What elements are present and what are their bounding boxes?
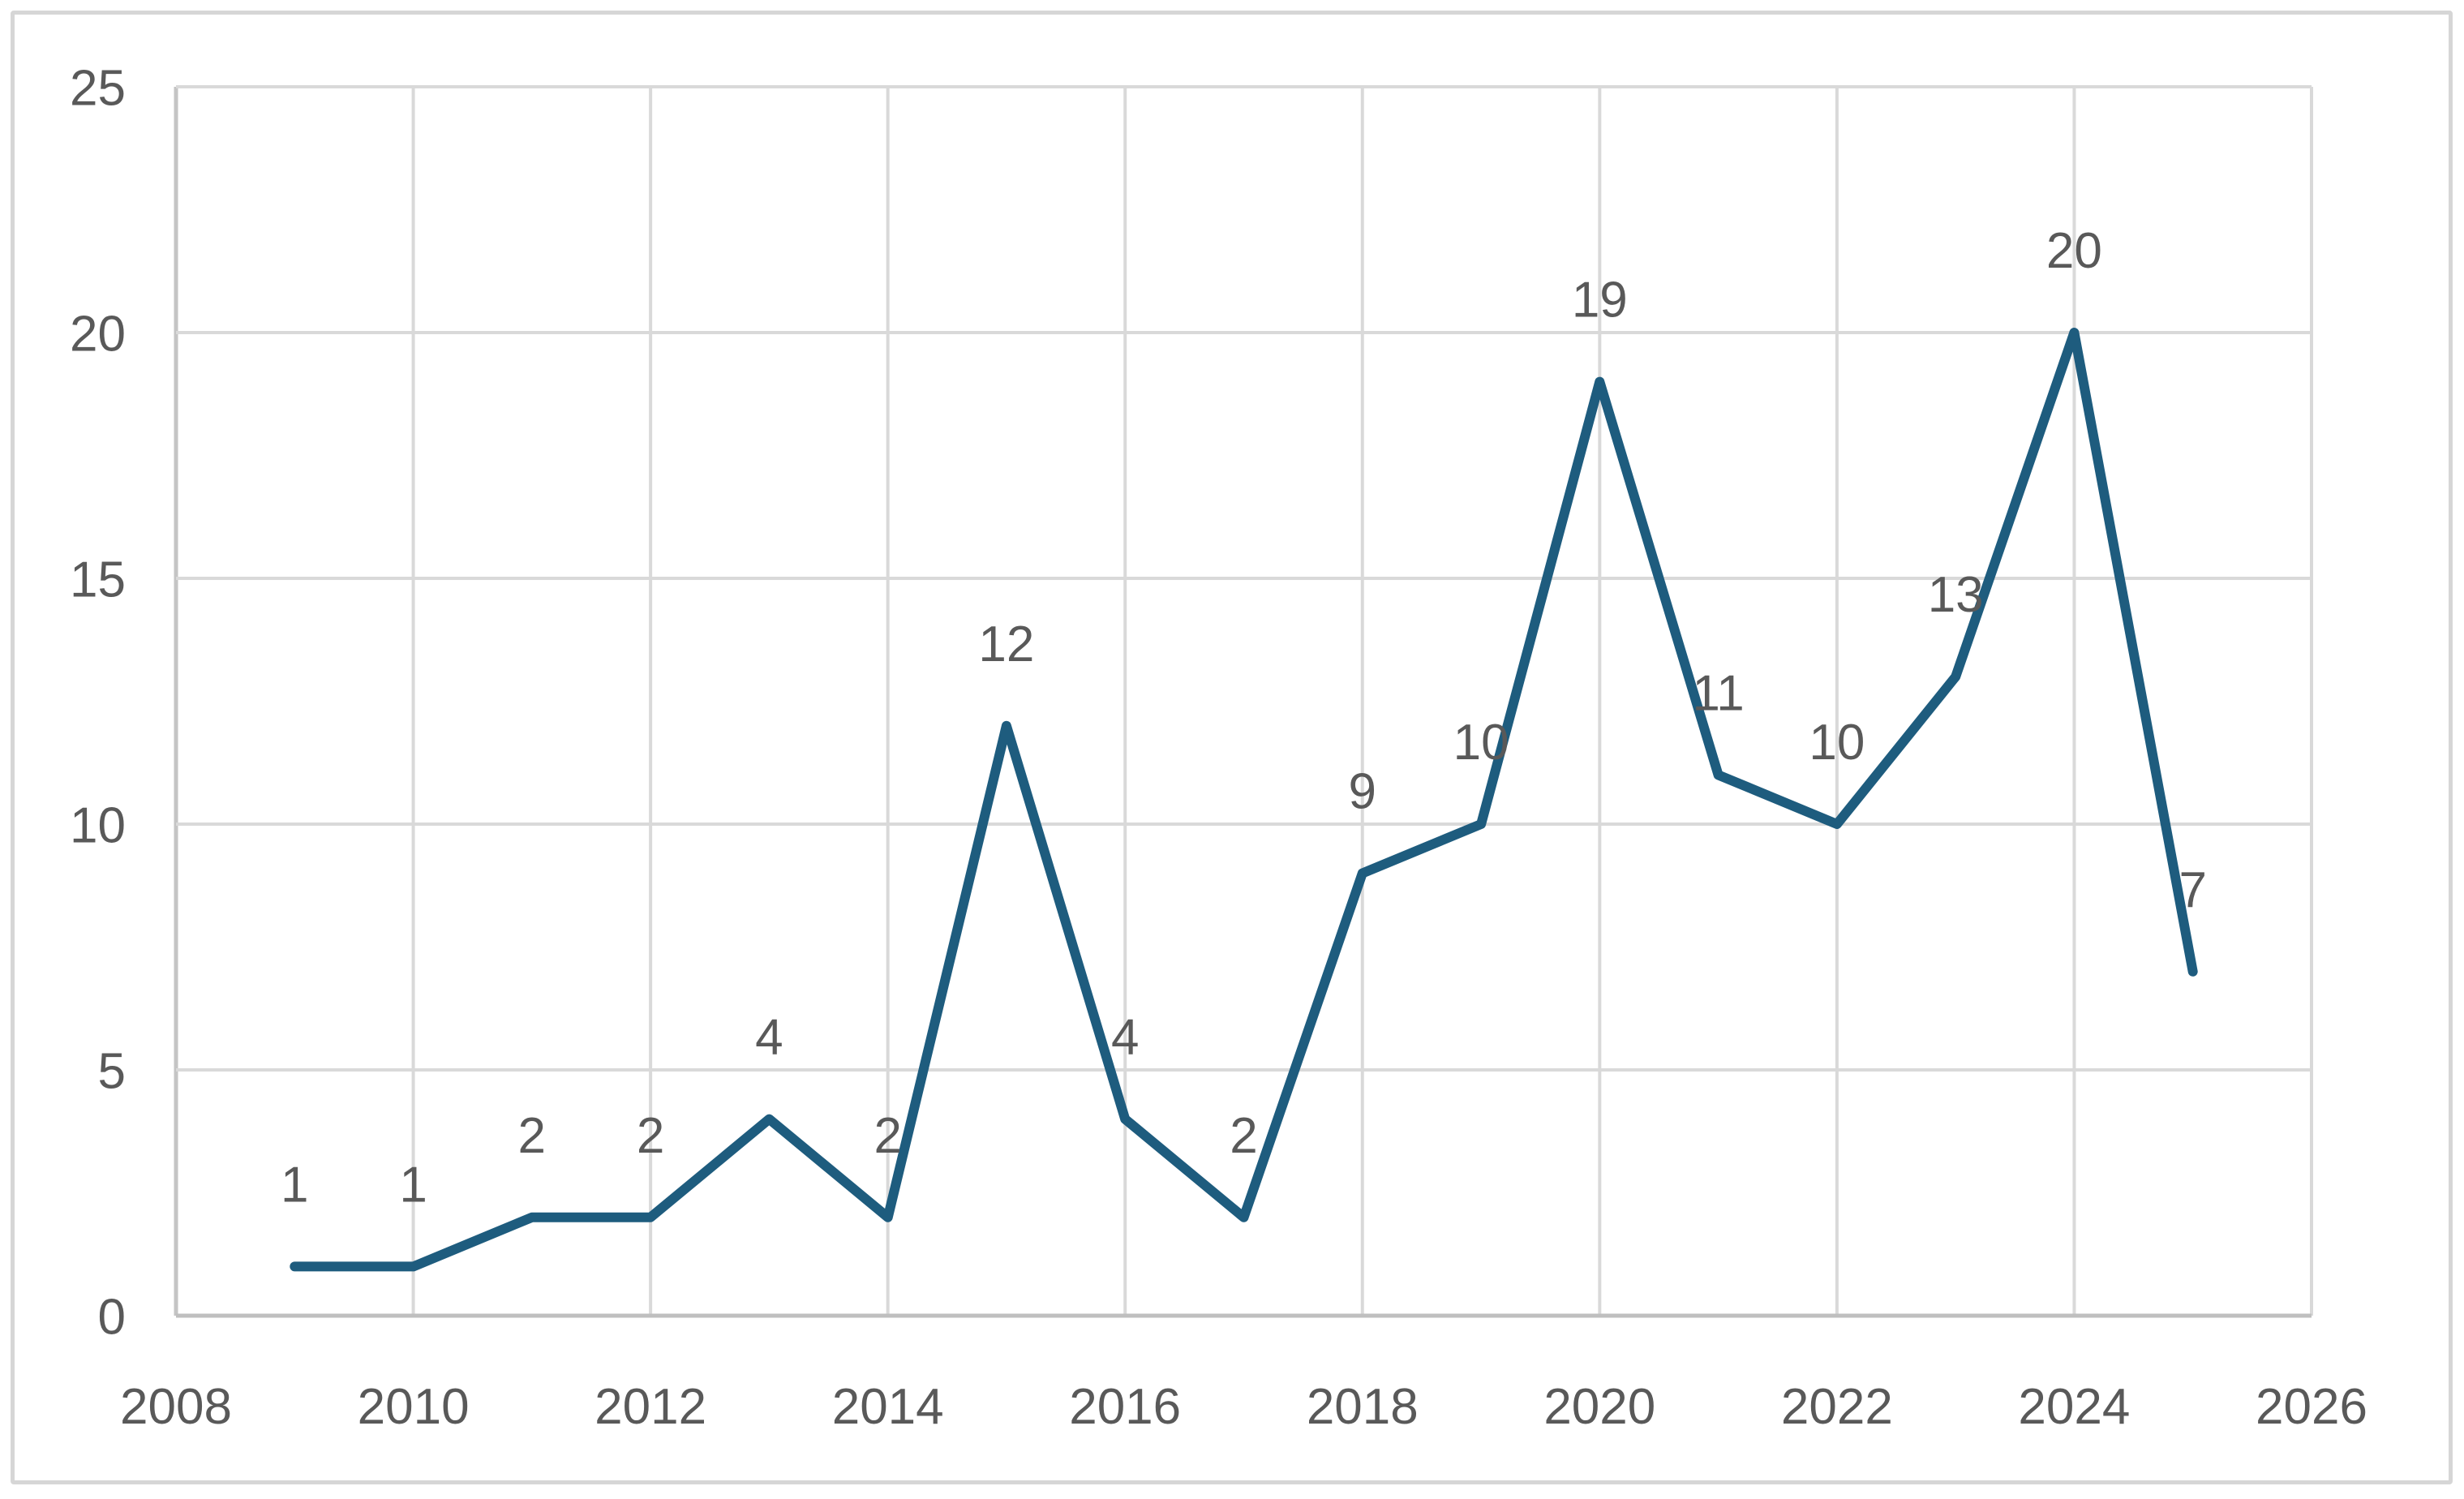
- y-axis-tick-label: 10: [70, 797, 126, 853]
- x-axis-tick-label: 2016: [1069, 1379, 1181, 1435]
- chart-frame: [11, 11, 2453, 1484]
- data-label: 19: [1572, 273, 1628, 329]
- series-line: [290, 328, 2198, 1272]
- data-label: 13: [1928, 567, 1984, 623]
- y-axis-tick-label: 20: [70, 306, 126, 362]
- y-axis-tick-label: 25: [70, 60, 126, 116]
- data-label: 20: [2046, 223, 2102, 279]
- series-group: [290, 328, 2198, 1272]
- data-label: 2: [874, 1108, 901, 1164]
- data-label: 4: [755, 1010, 783, 1066]
- x-axis-tick-label: 2012: [595, 1379, 706, 1435]
- x-axis-tick-label: 2010: [358, 1379, 470, 1435]
- data-label: 10: [1809, 715, 1865, 771]
- data-label: 7: [2179, 862, 2206, 918]
- data-label: 12: [978, 616, 1034, 672]
- data-label: 1: [399, 1157, 427, 1213]
- data-label: 11: [1692, 665, 1744, 721]
- x-axis-tick-label: 2026: [2256, 1379, 2367, 1435]
- gridlines: [174, 85, 2313, 1316]
- x-axis-tick-label: 2008: [120, 1379, 232, 1435]
- x-axis-tick-label: 2022: [1781, 1379, 1893, 1435]
- data-label: 10: [1453, 715, 1509, 771]
- y-axis-tick-label: 0: [98, 1289, 126, 1345]
- y-axis-tick-label: 5: [98, 1043, 126, 1099]
- x-axis-tick-label: 2014: [832, 1379, 944, 1435]
- x-axis-tick-label: 2020: [1543, 1379, 1655, 1435]
- x-axis-tick-label: 2024: [2018, 1379, 2130, 1435]
- data-label: 2: [518, 1108, 546, 1164]
- data-label: 1: [281, 1157, 308, 1213]
- data-label: 2: [637, 1108, 664, 1164]
- data-label: 4: [1111, 1010, 1139, 1066]
- x-axis-tick-label: 2018: [1307, 1379, 1419, 1435]
- y-axis-tick-label: 15: [70, 552, 126, 608]
- data-label: 9: [1349, 764, 1376, 820]
- data-label: 2: [1230, 1108, 1257, 1164]
